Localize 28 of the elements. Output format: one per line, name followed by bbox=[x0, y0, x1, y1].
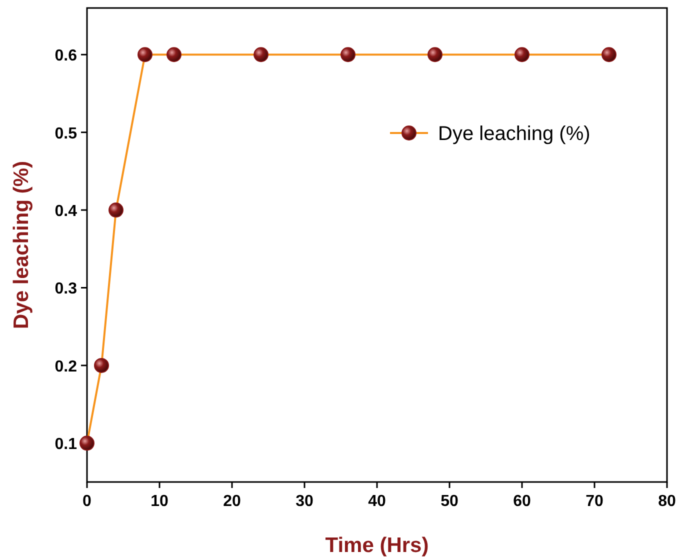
point bbox=[254, 47, 268, 62]
x-tick-label: 0 bbox=[82, 493, 92, 510]
y-tick-label: 0.6 bbox=[54, 48, 78, 65]
point bbox=[108, 202, 124, 218]
x-tick-label: 80 bbox=[658, 493, 676, 510]
point bbox=[94, 358, 109, 373]
x-axis-title: Time (Hrs) bbox=[325, 534, 429, 557]
y-tick-label: 0.3 bbox=[54, 280, 78, 298]
point bbox=[166, 47, 182, 62]
x-tick-label: 20 bbox=[223, 493, 241, 510]
y-tick-label: 0.2 bbox=[54, 358, 78, 376]
point bbox=[80, 436, 94, 451]
y-tick-label: 0.4 bbox=[54, 203, 78, 220]
y-tick-label: 0.1 bbox=[54, 436, 78, 454]
y-axis-title: Dye leaching (%) bbox=[10, 160, 33, 330]
point bbox=[514, 47, 530, 62]
point bbox=[428, 47, 442, 62]
x-tick-label: 10 bbox=[150, 493, 168, 510]
y-tick-label: 0.5 bbox=[54, 125, 78, 142]
x-tick-label: 50 bbox=[440, 493, 458, 510]
x-tick-label: 30 bbox=[296, 493, 314, 510]
legend-label: Dye leaching (%) bbox=[438, 123, 590, 145]
point bbox=[602, 47, 616, 62]
point bbox=[138, 47, 152, 62]
x-tick-label: 70 bbox=[586, 493, 604, 510]
point bbox=[340, 47, 356, 62]
x-tick-label: 60 bbox=[513, 493, 531, 510]
x-tick-label: 40 bbox=[368, 493, 386, 510]
